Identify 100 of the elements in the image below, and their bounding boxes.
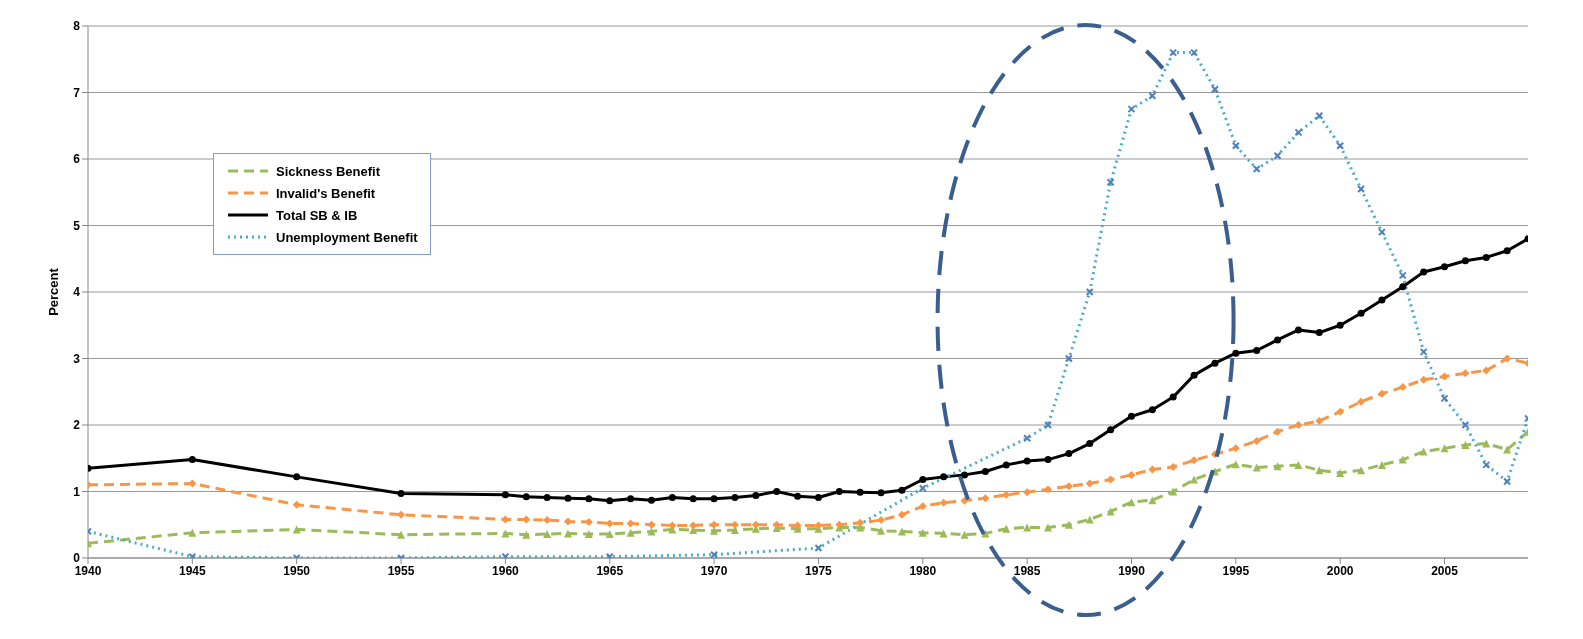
- point: [522, 493, 530, 501]
- point: [1503, 354, 1512, 363]
- point: [710, 495, 718, 503]
- point: [1127, 498, 1136, 507]
- point: [918, 502, 927, 511]
- y-tick-label: 4: [73, 285, 81, 300]
- y-tick-label: 1: [73, 484, 81, 499]
- point: [1461, 440, 1470, 449]
- point: [1044, 523, 1052, 532]
- legend-label: Unemployment Benefit: [276, 229, 418, 245]
- point: [1085, 288, 1094, 296]
- point: [1044, 421, 1052, 429]
- point: [1336, 468, 1345, 477]
- point: [1064, 520, 1073, 529]
- point: [1127, 470, 1136, 479]
- point: [188, 479, 197, 488]
- point: [397, 530, 406, 539]
- x-tick-label: 1985: [1013, 563, 1041, 578]
- point: [1461, 257, 1469, 265]
- point: [1377, 389, 1386, 398]
- point: [1357, 184, 1366, 193]
- point: [1085, 479, 1094, 488]
- point: [1231, 444, 1240, 453]
- point: [1274, 336, 1282, 344]
- point: [1315, 329, 1323, 337]
- point: [585, 495, 593, 503]
- point: [1378, 296, 1386, 304]
- y-tick-label: 8: [73, 19, 81, 34]
- point: [960, 530, 969, 539]
- point: [1169, 462, 1178, 471]
- point: [919, 476, 927, 484]
- point: [835, 488, 843, 495]
- point: [1106, 178, 1115, 187]
- x-tick-label: 1960: [492, 563, 520, 578]
- point: [689, 521, 698, 530]
- point: [1357, 309, 1365, 317]
- point: [1440, 372, 1449, 381]
- y-tick-label: 7: [73, 85, 81, 100]
- point: [1336, 321, 1344, 329]
- point: [1357, 397, 1366, 406]
- point: [1294, 460, 1303, 469]
- x-tick-label: 1955: [387, 563, 415, 578]
- point: [1148, 465, 1157, 474]
- y-tick-label: 6: [73, 152, 81, 167]
- point: [1252, 463, 1261, 472]
- point: [939, 498, 948, 507]
- point: [1273, 427, 1282, 436]
- point: [397, 510, 406, 519]
- point: [1294, 128, 1303, 137]
- point: [647, 496, 655, 504]
- point: [1190, 475, 1199, 484]
- point: [752, 491, 760, 499]
- legend-label: Invalid's Benefit: [276, 185, 376, 201]
- point: [1002, 461, 1010, 469]
- point: [1210, 85, 1219, 94]
- point: [1211, 359, 1219, 367]
- point: [1503, 247, 1511, 255]
- point: [627, 495, 635, 503]
- point: [626, 528, 635, 537]
- x-tick-label: 2005: [1431, 563, 1459, 578]
- x-tick-label: 1990: [1118, 563, 1146, 578]
- point: [772, 520, 781, 529]
- point: [960, 496, 969, 505]
- point: [1190, 456, 1199, 465]
- y-tick-label: 2: [73, 418, 81, 433]
- point: [1377, 228, 1386, 237]
- point: [1086, 440, 1094, 448]
- point: [1399, 283, 1407, 291]
- point: [1044, 485, 1052, 494]
- point: [794, 492, 802, 500]
- point: [1127, 105, 1136, 114]
- point: [397, 490, 405, 497]
- point: [1169, 48, 1178, 57]
- point: [1482, 366, 1491, 375]
- point: [606, 497, 614, 505]
- point: [981, 494, 990, 503]
- point: [1064, 482, 1073, 491]
- point: [1503, 477, 1512, 486]
- point: [1273, 151, 1282, 160]
- point: [293, 473, 301, 481]
- point: [1273, 462, 1282, 471]
- x-tick-label: 1980: [909, 563, 937, 578]
- point: [918, 528, 927, 537]
- x-tick-label: 1975: [805, 563, 833, 578]
- point: [188, 456, 196, 464]
- point: [981, 468, 989, 476]
- point: [856, 518, 865, 527]
- x-tick-label: 1965: [596, 563, 624, 578]
- point: [877, 516, 886, 525]
- point: [1023, 457, 1031, 465]
- x-tick-label: 2000: [1326, 563, 1354, 578]
- point: [1336, 407, 1345, 416]
- point: [1127, 412, 1135, 420]
- point: [564, 517, 572, 526]
- point: [1461, 369, 1470, 378]
- point: [1253, 347, 1261, 355]
- point: [689, 495, 697, 503]
- point: [1398, 383, 1407, 392]
- point: [626, 519, 635, 528]
- x-tick-label: 1945: [179, 563, 207, 578]
